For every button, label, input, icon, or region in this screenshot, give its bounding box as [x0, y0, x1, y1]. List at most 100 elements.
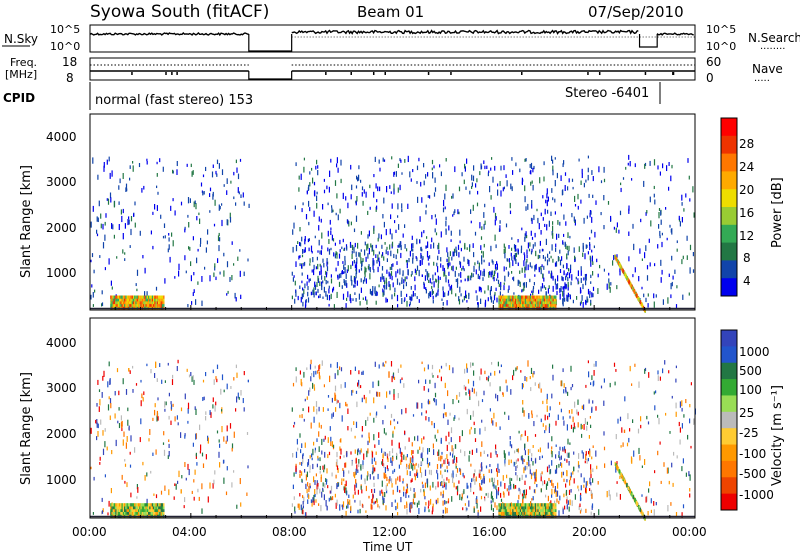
echo-cell	[644, 368, 646, 374]
echo-cell	[319, 281, 321, 287]
patch-cell	[542, 503, 544, 507]
echo-cell	[525, 267, 527, 271]
patch-cell	[122, 506, 125, 510]
patch-cell	[137, 295, 140, 299]
echo-cell	[483, 259, 485, 263]
patch-cell	[113, 508, 116, 512]
echo-cell	[496, 492, 498, 499]
echo-cell	[371, 457, 373, 465]
echo-cell	[480, 236, 483, 240]
echo-cell	[303, 418, 305, 422]
echo-cell	[454, 415, 456, 419]
echo-cell	[431, 285, 433, 289]
patch-cell	[149, 300, 151, 305]
echo-cell	[453, 211, 455, 216]
echo-cell	[328, 186, 330, 193]
echo-cell	[309, 483, 311, 487]
echo-cell	[308, 406, 310, 413]
patch-cell	[124, 303, 126, 307]
echo-cell	[470, 463, 472, 467]
echo-cell	[583, 404, 585, 411]
echo-cell	[518, 280, 520, 284]
echo-cell	[424, 506, 426, 512]
echo-cell	[110, 197, 112, 203]
echo-cell	[400, 159, 402, 163]
echo-cell	[451, 445, 453, 452]
echo-cell	[212, 369, 214, 374]
echo-cell	[160, 214, 162, 219]
echo-cell	[550, 255, 552, 259]
echo-cell	[504, 453, 506, 460]
echo-cell	[102, 223, 104, 230]
echo-cell	[490, 452, 492, 458]
patch-cell	[536, 298, 538, 302]
patch-cell	[499, 295, 501, 299]
echo-cell	[423, 436, 425, 440]
echo-cell	[187, 197, 190, 204]
echo-cell	[376, 499, 378, 504]
echo-cell	[494, 212, 497, 219]
echo-cell	[506, 258, 508, 262]
echo-cell	[321, 245, 323, 250]
echo-cell	[681, 423, 683, 429]
echo-cell	[390, 457, 392, 464]
echo-cell	[433, 242, 435, 249]
echo-cell	[464, 368, 466, 374]
echo-cell	[399, 184, 401, 191]
echo-cell	[615, 227, 617, 233]
echo-cell	[212, 193, 214, 200]
echo-cell	[397, 269, 399, 274]
patch-cell	[151, 506, 154, 510]
echo-cell	[154, 409, 156, 416]
echo-cell	[391, 502, 393, 507]
echo-cell	[589, 290, 591, 295]
echo-cell	[545, 291, 547, 296]
echo-cell	[473, 421, 475, 426]
echo-cell	[690, 445, 692, 449]
echo-cell	[200, 237, 202, 245]
echo-cell	[512, 260, 514, 267]
patch-cell	[151, 298, 154, 302]
echo-cell	[412, 243, 414, 249]
echo-cell	[330, 158, 332, 163]
echo-cell	[296, 438, 298, 445]
patch-cell	[113, 506, 116, 510]
echo-cell	[355, 479, 357, 484]
echo-cell	[541, 283, 544, 289]
echo-cell	[215, 170, 217, 175]
echo-cell	[689, 488, 691, 492]
echo-cell	[445, 482, 447, 487]
patch-cell	[142, 508, 145, 512]
echo-cell	[466, 408, 468, 415]
echo-cell	[293, 222, 295, 229]
patch-cell	[132, 506, 135, 510]
echo-cell	[412, 464, 414, 471]
patch-cell	[509, 300, 512, 305]
velocity-ytick-3000: 3000	[46, 381, 77, 395]
echo-cell	[432, 506, 434, 512]
echo-cell	[451, 496, 453, 502]
echo-cell	[358, 293, 360, 300]
patch-cell	[121, 300, 123, 305]
echo-cell	[400, 290, 402, 297]
patch-cell	[153, 508, 155, 512]
echo-cell	[339, 239, 341, 245]
echo-cell	[429, 485, 431, 491]
echo-cell	[157, 397, 159, 401]
echo-cell	[667, 467, 669, 474]
patch-cell	[158, 503, 160, 507]
echo-cell	[421, 361, 423, 365]
patch-cell	[528, 503, 530, 507]
echo-cell	[591, 456, 593, 460]
echo-cell	[560, 175, 562, 181]
echo-cell	[464, 295, 466, 299]
echo-cell	[354, 277, 356, 284]
patch-cell	[526, 506, 528, 510]
echo-cell	[609, 286, 611, 293]
echo-cell	[92, 157, 94, 164]
echo-cell	[608, 282, 610, 289]
echo-cell	[490, 500, 492, 504]
echo-cell	[437, 290, 439, 296]
echo-cell	[485, 465, 488, 469]
patch-cell	[551, 295, 553, 299]
